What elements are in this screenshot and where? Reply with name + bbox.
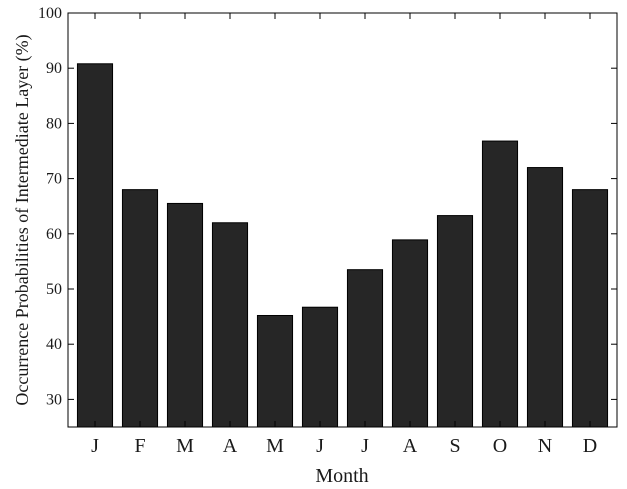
plot-area xyxy=(67,12,618,428)
bar xyxy=(346,269,384,428)
bar xyxy=(76,63,114,428)
y-tick-label: 30 xyxy=(46,391,62,408)
bar xyxy=(256,314,294,428)
x-tick-label: M xyxy=(176,435,194,457)
x-tick-label: N xyxy=(538,435,552,457)
y-tick-label: 50 xyxy=(46,281,62,298)
x-axis-title: Month xyxy=(315,465,368,487)
bar xyxy=(481,140,519,428)
x-tick-label: A xyxy=(403,435,418,457)
bar xyxy=(436,215,474,428)
y-tick-label: 90 xyxy=(46,60,62,77)
x-tick-label: O xyxy=(493,435,507,457)
x-tick-label: J xyxy=(316,435,324,457)
x-tick-label: J xyxy=(91,435,99,457)
bar xyxy=(211,222,249,428)
y-tick-label: 100 xyxy=(38,5,62,22)
y-axis: 30 40 50 60 70 80 90 100 xyxy=(38,5,617,408)
x-tick-label: A xyxy=(223,435,238,457)
x-tick-label: D xyxy=(583,435,597,457)
y-tick-label: 80 xyxy=(46,115,62,132)
y-tick-label: 70 xyxy=(46,171,62,188)
y-tick-label: 40 xyxy=(46,336,62,353)
bar xyxy=(526,167,564,428)
bar xyxy=(571,189,609,428)
x-tick-label: J xyxy=(361,435,369,457)
y-axis-title: Occurrence Probabilities of Intermediate… xyxy=(12,34,33,405)
x-tick-label: F xyxy=(134,435,145,457)
bar xyxy=(166,202,204,428)
x-tick-label: M xyxy=(266,435,284,457)
bar xyxy=(391,239,429,428)
bar xyxy=(301,306,339,428)
bars xyxy=(76,63,609,428)
y-tick-label: 60 xyxy=(46,226,62,243)
bar xyxy=(121,189,159,428)
x-tick-label: S xyxy=(449,435,460,457)
